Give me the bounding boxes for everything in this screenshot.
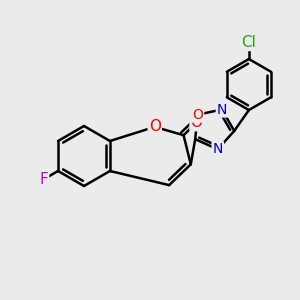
Text: F: F <box>39 172 48 187</box>
Text: N: N <box>213 142 223 156</box>
Text: N: N <box>217 103 227 116</box>
Text: O: O <box>149 119 161 134</box>
Text: Cl: Cl <box>242 35 256 50</box>
Text: O: O <box>192 108 203 122</box>
Text: O: O <box>190 115 202 130</box>
